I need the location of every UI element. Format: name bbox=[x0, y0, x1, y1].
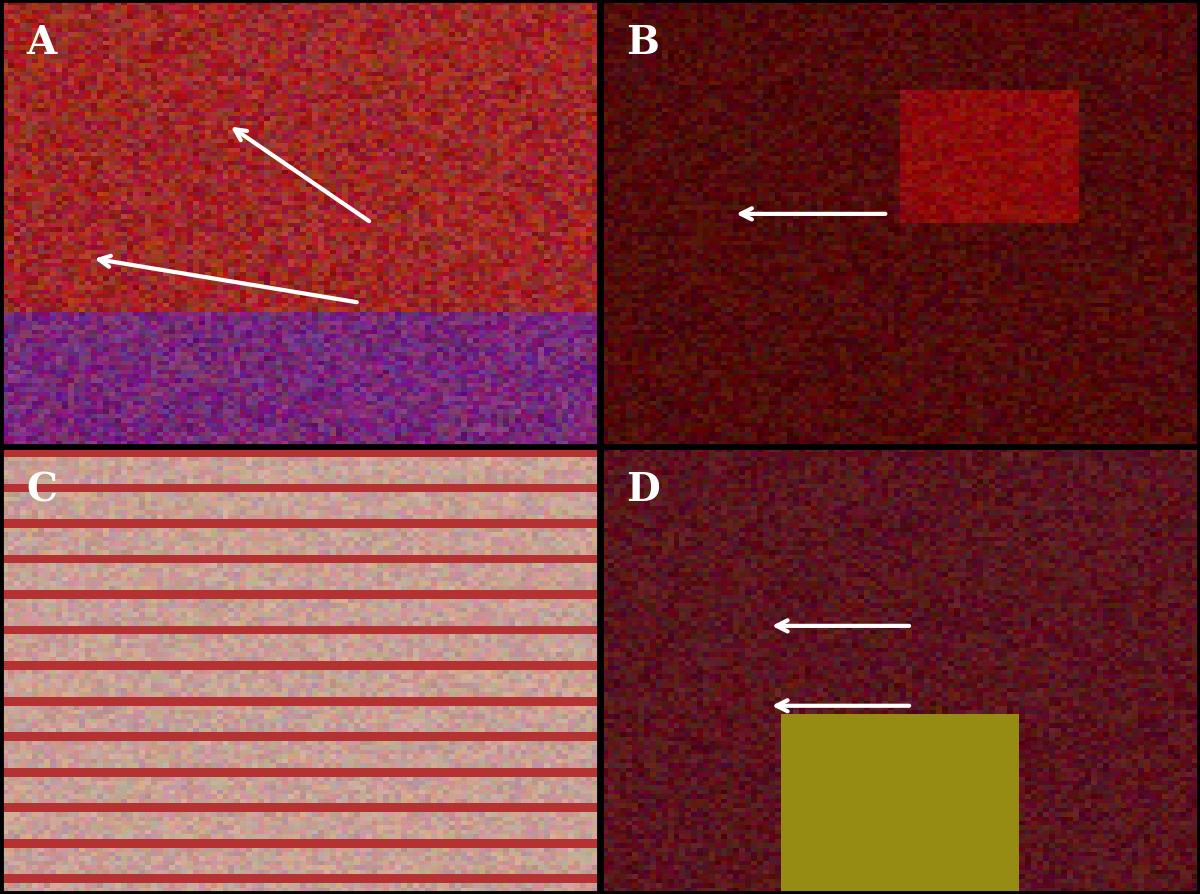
Text: A: A bbox=[26, 24, 56, 62]
Text: B: B bbox=[626, 24, 659, 62]
Text: D: D bbox=[626, 471, 660, 509]
Text: C: C bbox=[26, 471, 58, 509]
